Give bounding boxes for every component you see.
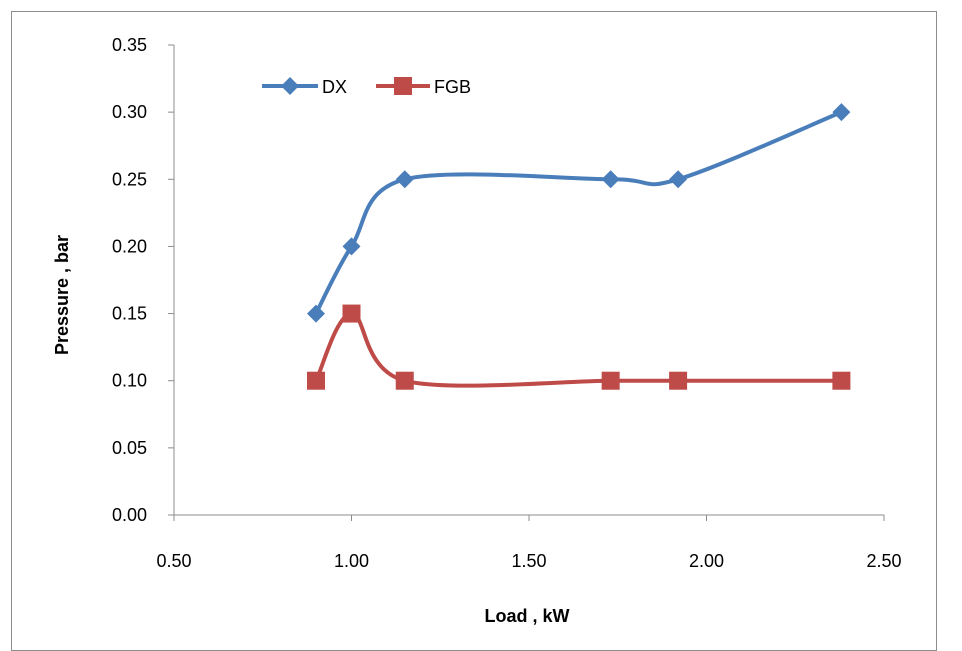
dx-data-point: [669, 170, 688, 189]
y-tick-label: 0.05: [112, 438, 147, 458]
dx-series: [307, 103, 851, 323]
axes: [173, 45, 884, 516]
y-tick-label: 0.25: [112, 169, 147, 189]
fgb-data-point: [395, 371, 414, 390]
y-tick-label: 0.30: [112, 102, 147, 122]
legend-marker: [281, 77, 299, 95]
fgb-line: [314, 311, 844, 388]
series-layer: [307, 103, 851, 390]
x-tick-group: 0.50 1.00 1.50 2.00 2.50: [156, 515, 902, 571]
dx-line: [314, 110, 844, 316]
y-tick-label: 0.15: [112, 304, 147, 324]
fgb-data-point: [601, 371, 620, 390]
y-axis-title: Pressure , bar: [52, 235, 72, 355]
legend: DX FGB: [262, 77, 471, 97]
y-tick-group: 0.00 0.05 0.10 0.15 0.20 0.25 0.30 0.35: [112, 35, 174, 525]
x-tick-label: 1.50: [511, 551, 546, 571]
fgb-series: [307, 304, 851, 390]
fgb-data-point: [307, 371, 325, 390]
dx-data-point: [395, 170, 414, 189]
legend-item-dx: DX: [262, 77, 347, 97]
chart-frame: [11, 11, 937, 651]
line-chart: 0.00 0.05 0.10 0.15 0.20 0.25 0.30 0.35 0.50 1.0…: [52, 35, 902, 626]
legend-marker: [394, 77, 412, 95]
dx-data-point: [832, 103, 851, 122]
x-tick-label: 1.00: [334, 551, 369, 571]
y-tick-label: 0.20: [112, 236, 147, 256]
y-tick-label: 0.35: [112, 35, 147, 55]
legend-item-fgb: FGB: [376, 77, 471, 97]
y-tick-label: 0.00: [112, 505, 147, 525]
y-tick-label: 0.10: [112, 371, 147, 391]
fgb-data-point: [669, 371, 688, 390]
fgb-data-point: [832, 371, 851, 390]
dx-data-point: [307, 304, 325, 323]
dx-data-point: [342, 237, 361, 256]
x-tick-label: 2.50: [866, 551, 901, 571]
legend-label-fgb: FGB: [434, 77, 471, 97]
x-axis-title: Load , kW: [485, 606, 570, 626]
legend-label-dx: DX: [322, 77, 347, 97]
fgb-data-point: [342, 304, 361, 323]
x-tick-label: 2.00: [689, 551, 724, 571]
x-tick-label: 0.50: [156, 551, 191, 571]
dx-data-point: [601, 170, 620, 189]
